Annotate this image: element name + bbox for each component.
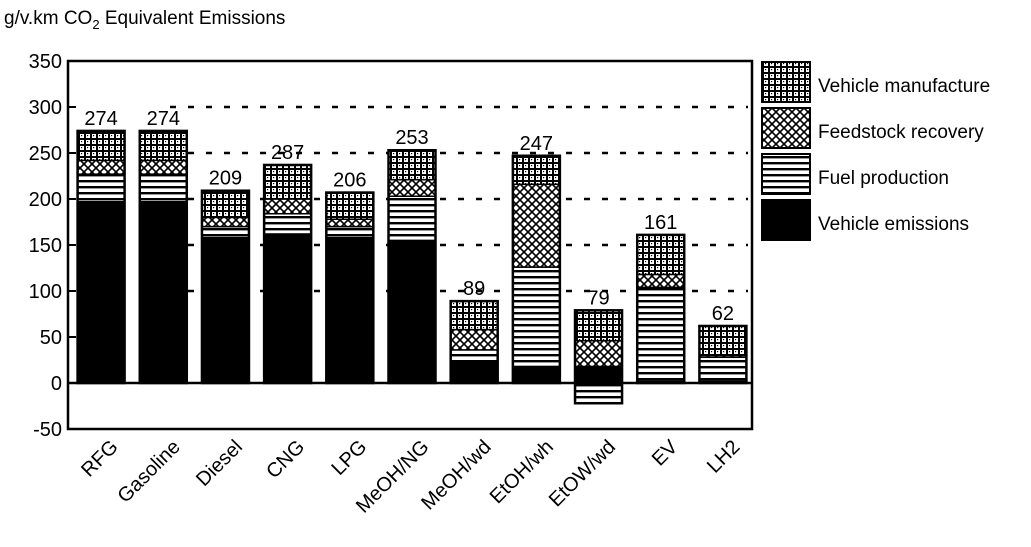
- total-label: 62: [712, 303, 734, 325]
- y-axis-ticks: 350 300 250 200 150 100 50 0 -50: [29, 51, 76, 441]
- bar-segment: [449, 300, 499, 331]
- legend-swatch: [761, 61, 811, 103]
- total-label: 287: [271, 142, 304, 164]
- bar-segment: [387, 239, 437, 384]
- bar-segment: [574, 309, 623, 342]
- bar-segment: [263, 164, 312, 200]
- y-tick-label: 50: [40, 327, 62, 349]
- bar-segment: [263, 198, 312, 215]
- bar-segment: [387, 149, 437, 181]
- bar-segment: [325, 191, 375, 220]
- bar-segment: [201, 189, 250, 219]
- y-tick-label: 350: [29, 51, 62, 73]
- bars: [76, 129, 748, 405]
- bar-segment: [263, 233, 312, 384]
- y-axis-title: g/v.km CO2 Equivalent Emissions: [4, 8, 285, 32]
- total-label: 247: [520, 133, 553, 155]
- bar-segment: [512, 183, 561, 268]
- bar-segment: [387, 195, 437, 242]
- y-axis-title-main: g/v.km CO: [4, 8, 92, 29]
- y-tick-label: 250: [29, 143, 62, 165]
- bar-segment: [325, 225, 375, 239]
- bar-segment: [698, 325, 748, 357]
- bar-segment: [574, 339, 623, 368]
- bar-outline: [573, 309, 624, 405]
- bar-segment: [325, 236, 375, 384]
- x-tick-label: Diesel: [192, 436, 247, 491]
- x-tick-label: EV: [648, 436, 683, 471]
- bar-segment: [698, 356, 748, 382]
- total-label: 89: [463, 278, 485, 300]
- y-tick-label: 0: [51, 373, 62, 395]
- x-tick-label: LH2: [703, 436, 745, 478]
- y-tick-label: -50: [33, 419, 62, 441]
- bar-segment: [76, 201, 126, 384]
- bar-segment: [636, 273, 685, 289]
- bar-segment: [201, 216, 250, 228]
- total-labels: 274 274 209 287 206 253 89 247 79 161 62: [84, 108, 734, 325]
- legend-label: Vehicle manufacture: [818, 76, 990, 97]
- legend-swatch: [761, 153, 811, 195]
- bar-segment: [574, 382, 623, 404]
- bar-segment: [76, 130, 126, 162]
- total-label: 274: [84, 108, 117, 130]
- bar-segment: [139, 159, 188, 175]
- gridlines: [170, 105, 748, 293]
- legend-label: Fuel production: [818, 168, 949, 189]
- bar-segment: [449, 362, 499, 384]
- x-tick-label: RFG: [77, 436, 122, 481]
- x-tick-label: EtOW/wd: [545, 436, 620, 511]
- bar-segment: [139, 130, 188, 162]
- bar-segment: [512, 155, 561, 186]
- bar-segment: [76, 173, 126, 203]
- total-label: 161: [644, 212, 677, 234]
- y-axis-title-subscript: 2: [92, 17, 99, 32]
- bar-segment: [139, 173, 188, 203]
- bar-segment: [201, 236, 250, 384]
- y-axis-title-rest: Equivalent Emissions: [100, 8, 286, 29]
- bar-segment: [449, 328, 499, 351]
- legend-swatch: [761, 199, 811, 241]
- y-tick-label: 300: [29, 97, 62, 119]
- bar-segment: [201, 225, 250, 239]
- total-label: 253: [395, 127, 428, 149]
- y-tick-label: 150: [29, 235, 62, 257]
- bar-segment: [636, 286, 685, 382]
- bar-segment: [387, 178, 437, 197]
- plot-frame: [66, 59, 754, 431]
- total-label: 206: [333, 170, 366, 192]
- y-tick-label: 100: [29, 281, 62, 303]
- bar-segment: [76, 159, 126, 175]
- bar-segment: [512, 365, 561, 384]
- bar-segment: [449, 349, 499, 364]
- bar-segment: [139, 201, 188, 384]
- bar-segment: [512, 266, 561, 368]
- total-label: 79: [587, 287, 609, 309]
- bar-segment: [574, 365, 623, 384]
- x-tick-label: CNG: [262, 436, 309, 483]
- bar-segment: [325, 218, 375, 228]
- legend-label: Feedstock recovery: [818, 122, 984, 143]
- bar-segment: [636, 234, 685, 276]
- y-tick-label: 200: [29, 189, 62, 211]
- total-label: 209: [209, 168, 242, 190]
- x-tick-label: Gasoline: [113, 436, 184, 507]
- x-tick-label: LPG: [327, 436, 371, 480]
- legend-swatch: [761, 107, 811, 149]
- total-label: 274: [147, 108, 180, 130]
- bar-segment: [263, 212, 312, 235]
- legend: Vehicle manufacture Feedstock recovery Fue…: [761, 61, 990, 241]
- legend-label: Vehicle emissions: [818, 214, 969, 235]
